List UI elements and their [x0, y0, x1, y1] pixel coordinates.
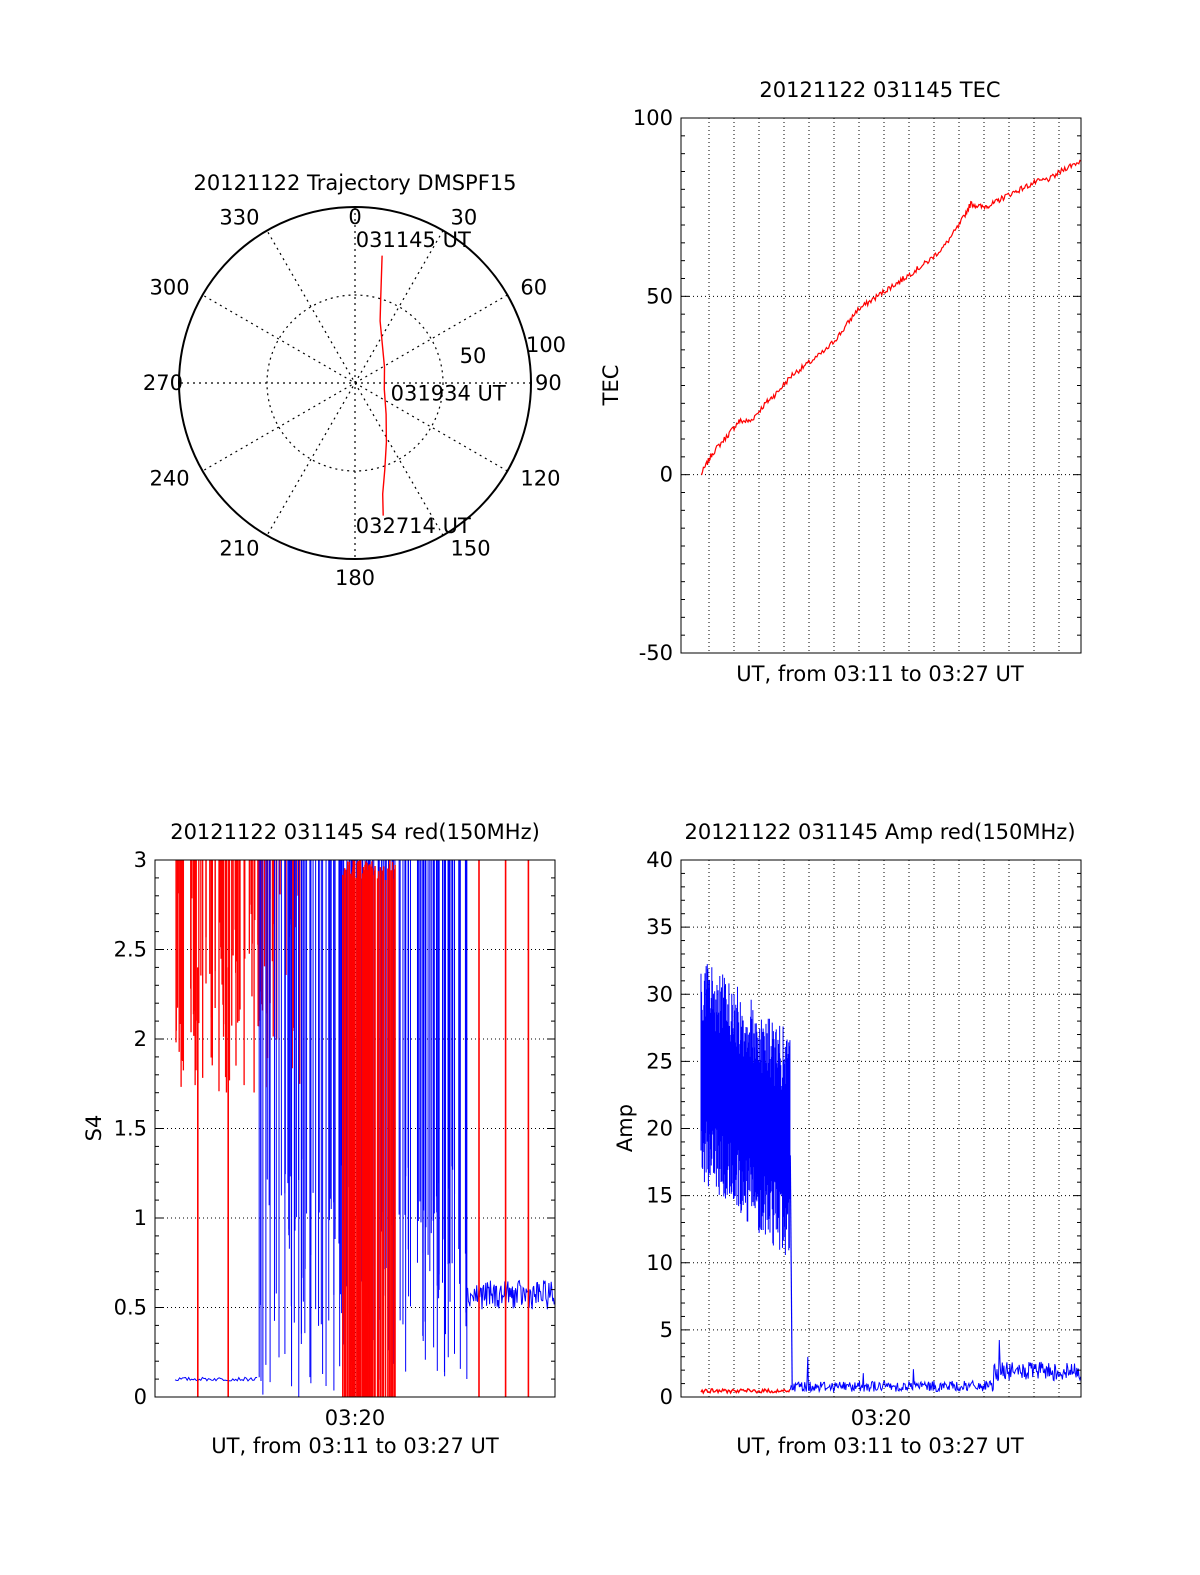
- polar-angle-tick: 300: [149, 276, 189, 300]
- polar-angle-tick: 210: [219, 536, 259, 560]
- polar-angle-tick: 240: [149, 467, 189, 491]
- polar-angle-tick: 330: [219, 206, 259, 230]
- s4-ytick-label: 1: [134, 1206, 147, 1230]
- polar-angle-tick: 270: [143, 371, 183, 395]
- s4-title: 20121122 031145 S4 red(150MHz): [170, 820, 540, 844]
- s4-ytick-label: 0.5: [114, 1296, 147, 1320]
- amp-blue-drop: [789, 1155, 793, 1391]
- polar-angle-tick: 60: [520, 276, 547, 300]
- s4-ytick-label: 2: [134, 1027, 147, 1051]
- s4-blue-baseline: [174, 1376, 258, 1382]
- s4-ytick-label: 2.5: [114, 938, 147, 962]
- polar-trajectory-line: [379, 255, 388, 516]
- s4-plot: 20121122 031145 S4 red(150MHz) 0 0.5 1 1.5 2…: [82, 820, 556, 1458]
- amp-ytick-label: 15: [646, 1184, 673, 1208]
- amp-ytick-label: 0: [660, 1385, 673, 1409]
- s4-xtick-label: 03:20: [325, 1406, 386, 1430]
- tec-title: 20121122 031145 TEC: [759, 78, 1000, 102]
- amp-xlabel: UT, from 03:11 to 03:27 UT: [736, 1434, 1024, 1458]
- polar-annotation: 031145 UT: [356, 228, 471, 252]
- tec-ytick-label: 0: [660, 463, 673, 487]
- tec-ylabel: TEC: [599, 365, 623, 407]
- amp-ylabel: Amp: [613, 1104, 637, 1152]
- tec-grid: [681, 118, 1081, 653]
- trajectory-polar-plot: 20121122 Trajectory DMSPF15 0 30 60 90 120 15…: [143, 171, 566, 590]
- polar-ring-50: [266, 294, 444, 472]
- s4-ylabel: S4: [82, 1115, 106, 1142]
- s4-ytick-label: 1.5: [114, 1117, 147, 1141]
- polar-spoke: [266, 230, 444, 536]
- polar-trajectory: [379, 255, 388, 516]
- s4-ytick-label: 3: [134, 848, 147, 872]
- polar-radial-ticks: 50 100: [460, 333, 566, 368]
- polar-annotation: 031934 UT: [391, 381, 506, 405]
- amp-plot: 20121122 031145 Amp red(150MHz) 0 5 10 15 20…: [613, 820, 1082, 1458]
- s4-series: [174, 860, 555, 1397]
- amp-ytick-label: 20: [646, 1117, 673, 1141]
- s4-ticks: 0 0.5 1 1.5 2 2.5 3 03:20: [114, 848, 555, 1430]
- polar-title: 20121122 Trajectory DMSPF15: [193, 171, 516, 195]
- tec-ytick-label: 50: [646, 284, 673, 308]
- polar-angle-tick: 180: [335, 566, 375, 590]
- polar-angle-ticks: 0 30 60 90 120 150 180 210 240 270 300 330: [143, 205, 562, 590]
- polar-angle-tick: 30: [451, 206, 478, 230]
- tec-ytick-label: 100: [633, 106, 673, 130]
- polar-radial-tick: 100: [526, 333, 566, 357]
- s4-ytick-label: 0: [134, 1385, 147, 1409]
- amp-red-baseline: [700, 1387, 791, 1395]
- amp-ytick-label: 30: [646, 982, 673, 1006]
- amp-ytick-label: 35: [646, 915, 673, 939]
- polar-annotations: 031145 UT 031934 UT 032714 UT: [356, 228, 506, 538]
- amp-xtick-label: 03:20: [851, 1406, 912, 1430]
- tec-plot: 20121122 031145 TEC -50 0 50 100 UT, from 0…: [599, 78, 1082, 686]
- amp-series: [700, 964, 1082, 1395]
- polar-grid: [179, 207, 531, 559]
- polar-angle-tick: 0: [348, 205, 361, 229]
- amp-ytick-label: 25: [646, 1049, 673, 1073]
- amp-ytick-label: 5: [660, 1318, 673, 1342]
- tec-ytick-label: -50: [639, 641, 673, 665]
- amp-ticks: 0 5 10 15 20 25 30 35 40 03:20: [646, 848, 1081, 1430]
- s4-xlabel: UT, from 03:11 to 03:27 UT: [211, 1434, 499, 1458]
- polar-angle-tick: 90: [535, 371, 562, 395]
- polar-radial-tick: 50: [460, 344, 487, 368]
- tec-series-line: [700, 159, 1082, 476]
- amp-title: 20121122 031145 Amp red(150MHz): [684, 820, 1075, 844]
- amp-ytick-label: 40: [646, 848, 673, 872]
- s4-blue-tail: [467, 1279, 555, 1310]
- amp-ytick-label: 10: [646, 1251, 673, 1275]
- tec-ticks: -50 0 50 100: [633, 106, 1081, 665]
- tec-xlabel: UT, from 03:11 to 03:27 UT: [736, 662, 1024, 686]
- tec-series: [700, 159, 1082, 476]
- polar-annotation: 032714 UT: [356, 514, 471, 538]
- polar-outer-ring: [178, 206, 532, 560]
- polar-angle-tick: 120: [520, 467, 560, 491]
- amp-blue-tail: [789, 1339, 1082, 1394]
- polar-angle-tick: 150: [451, 536, 491, 560]
